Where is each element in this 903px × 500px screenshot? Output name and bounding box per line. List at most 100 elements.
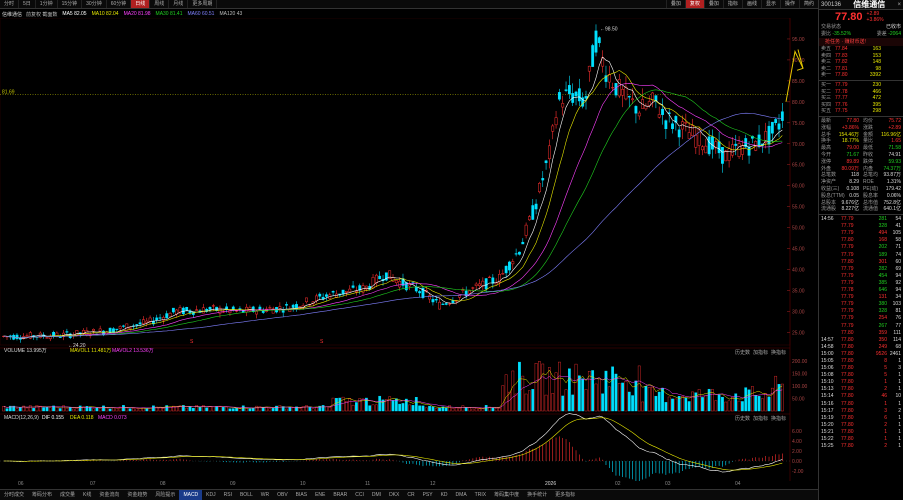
- tick-row[interactable]: 15:25 77.80 2 1: [819, 443, 903, 450]
- tick-row[interactable]: 15:17 77.80 3 2: [819, 408, 903, 415]
- tool-button-6[interactable]: 操作: [779, 0, 799, 8]
- asks-row[interactable]: 卖三 77.82 148: [819, 59, 903, 66]
- tick-row[interactable]: 77.79 454 94: [819, 273, 903, 280]
- bids-row[interactable]: 买二 77.78 466: [819, 89, 903, 96]
- tick-row[interactable]: 14:56 77.79 281 54: [819, 216, 903, 223]
- indicator-tab-19[interactable]: CR: [407, 492, 415, 498]
- tick-row[interactable]: 14:57 77.80 350 114: [819, 337, 903, 344]
- asks-row[interactable]: 卖五 77.84 163: [819, 46, 903, 53]
- tick-row[interactable]: 15:21 77.80 1 1: [819, 429, 903, 436]
- asks-row[interactable]: 卖一 77.80 3392: [819, 72, 903, 79]
- ma5-line: [3, 56, 783, 339]
- indicator-tab-7[interactable]: MACD: [179, 490, 203, 500]
- tick-row[interactable]: 15:00 77.80 9526 2461: [819, 351, 903, 358]
- tool-button-1[interactable]: 复权: [684, 0, 704, 8]
- period-tab-3[interactable]: 15分钟: [58, 0, 83, 8]
- indicator-tab-22[interactable]: DMA: [455, 492, 467, 498]
- tick-row[interactable]: 15:16 77.80 1 1: [819, 401, 903, 408]
- tick-row[interactable]: 77.80 168 58: [819, 237, 903, 244]
- tool-button-7[interactable]: 简约: [798, 0, 818, 8]
- tool-button-4[interactable]: 画线: [741, 0, 761, 8]
- period-tab-7[interactable]: 周线: [150, 0, 170, 8]
- tick-count: 54: [895, 216, 901, 223]
- tick-row[interactable]: 77.79 385 92: [819, 280, 903, 287]
- y-tick-label-11: 40.00: [792, 268, 805, 274]
- promo-banner[interactable]: 抢任务 · 赚财币送!: [819, 38, 903, 46]
- indicator-tab-9[interactable]: RSI: [223, 492, 232, 498]
- tick-row[interactable]: 77.79 267 77: [819, 323, 903, 330]
- tick-row[interactable]: 77.78 646 94: [819, 287, 903, 294]
- period-tab-1[interactable]: 5日: [19, 0, 36, 8]
- tick-row[interactable]: 77.79 131 34: [819, 294, 903, 301]
- bids-row[interactable]: 买一 77.79 230: [819, 82, 903, 89]
- indicator-tab-17[interactable]: DMI: [371, 492, 382, 498]
- tick-row[interactable]: 77.79 328 41: [819, 223, 903, 230]
- tick-row[interactable]: 15:19 77.80 6 1: [819, 415, 903, 422]
- indicator-tab-25[interactable]: 换手统计: [527, 492, 548, 498]
- tick-row[interactable]: 15:14 77.80 46 10: [819, 393, 903, 400]
- kline-chart[interactable]: 95.00 90.00 85.00 80.00 75.00 70.00 65.00 60.00…: [0, 18, 818, 481]
- bids-row[interactable]: 买三 77.77 472: [819, 95, 903, 102]
- tick-row[interactable]: 15:08 77.80 5 1: [819, 372, 903, 379]
- period-tab-5[interactable]: 60分钟: [107, 0, 132, 8]
- bids-row[interactable]: 买五 77.75 298: [819, 108, 903, 115]
- indicator-tab-24[interactable]: 筹码集中度: [494, 492, 520, 498]
- asks-row[interactable]: 卖二 77.81 98: [819, 66, 903, 73]
- indicator-tab-15[interactable]: BRAR: [333, 492, 348, 498]
- tick-row[interactable]: 77.79 282 69: [819, 266, 903, 273]
- candle-body: [471, 287, 475, 289]
- tool-button-0[interactable]: 叠加: [665, 0, 685, 8]
- indicator-tab-13[interactable]: BIAS: [295, 492, 308, 498]
- tick-volume: 254: [878, 315, 887, 322]
- indicator-tab-1[interactable]: 筹码分布: [32, 492, 53, 498]
- indicator-tab-8[interactable]: KDJ: [206, 492, 216, 498]
- tool-button-2[interactable]: 叠加: [703, 0, 723, 8]
- indicator-tab-4[interactable]: 资金流向: [99, 492, 120, 498]
- tick-row[interactable]: 15:10 77.80 1 1: [819, 379, 903, 386]
- tick-row[interactable]: 77.79 254 76: [819, 315, 903, 322]
- tick-row[interactable]: 15:05 77.80 8 1: [819, 358, 903, 365]
- tick-row[interactable]: 77.79 328 81: [819, 308, 903, 315]
- indicator-tab-0[interactable]: 分时成交: [4, 492, 25, 498]
- tick-row[interactable]: 77.79 202 71: [819, 244, 903, 251]
- indicator-tab-16[interactable]: CCI: [355, 492, 364, 498]
- asks-label: 卖五: [821, 46, 832, 52]
- tick-row[interactable]: 77.79 494 105: [819, 230, 903, 237]
- period-tab-0[interactable]: 分时: [0, 0, 20, 8]
- tick-row[interactable]: 77.80 359 111: [819, 330, 903, 337]
- indicator-tab-26[interactable]: 更多指标: [555, 492, 576, 498]
- indicator-tab-18[interactable]: DKX: [389, 492, 400, 498]
- indicator-tab-20[interactable]: PSY: [422, 492, 433, 498]
- tick-row[interactable]: 15:06 77.80 5 3: [819, 365, 903, 372]
- period-tab-6[interactable]: 日线: [131, 0, 151, 8]
- indicator-tab-5[interactable]: 资金趋势: [127, 492, 148, 498]
- indicator-tab-14[interactable]: ENE: [315, 492, 326, 498]
- tick-list[interactable]: 14:56 77.79 281 54 77.79 328 41 77.79 494 105 77.8…: [819, 216, 903, 450]
- tick-row[interactable]: 14:58 77.80 249 68: [819, 344, 903, 351]
- sub-button-m1: 加指标: [753, 415, 768, 422]
- tick-row[interactable]: 77.80 301 60: [819, 259, 903, 266]
- tick-row[interactable]: 77.79 380 103: [819, 301, 903, 308]
- asks-row[interactable]: 卖四 77.83 153: [819, 53, 903, 60]
- period-tab-9[interactable]: 更多周期: [188, 0, 218, 8]
- indicator-tab-21[interactable]: KD: [440, 492, 448, 498]
- indicator-tab-6[interactable]: 风险提示: [155, 492, 176, 498]
- close-icon[interactable]: ×: [897, 1, 901, 8]
- indicator-tab-3[interactable]: K线: [83, 492, 92, 498]
- indicator-tab-12[interactable]: OBV: [277, 492, 288, 498]
- tick-row[interactable]: 15:20 77.80 2 1: [819, 422, 903, 429]
- period-tab-2[interactable]: 1分钟: [36, 0, 58, 8]
- tool-button-5[interactable]: 显示: [760, 0, 780, 8]
- tool-button-3[interactable]: 指标: [722, 0, 742, 8]
- tick-row[interactable]: 77.79 189 74: [819, 252, 903, 259]
- indicator-tab-23[interactable]: TRIX: [474, 492, 487, 498]
- indicator-tab-2[interactable]: 成交量: [60, 492, 76, 498]
- tick-row[interactable]: 15:22 77.80 1 1: [819, 436, 903, 443]
- indicator-tab-10[interactable]: BOLL: [239, 492, 253, 498]
- period-tab-4[interactable]: 30分钟: [82, 0, 107, 8]
- candle-body: [514, 253, 518, 255]
- indicator-tab-11[interactable]: WR: [260, 492, 270, 498]
- tick-row[interactable]: 15:13 77.80 2 1: [819, 386, 903, 393]
- period-tab-8[interactable]: 月线: [169, 0, 189, 8]
- bids-row[interactable]: 买四 77.76 395: [819, 102, 903, 109]
